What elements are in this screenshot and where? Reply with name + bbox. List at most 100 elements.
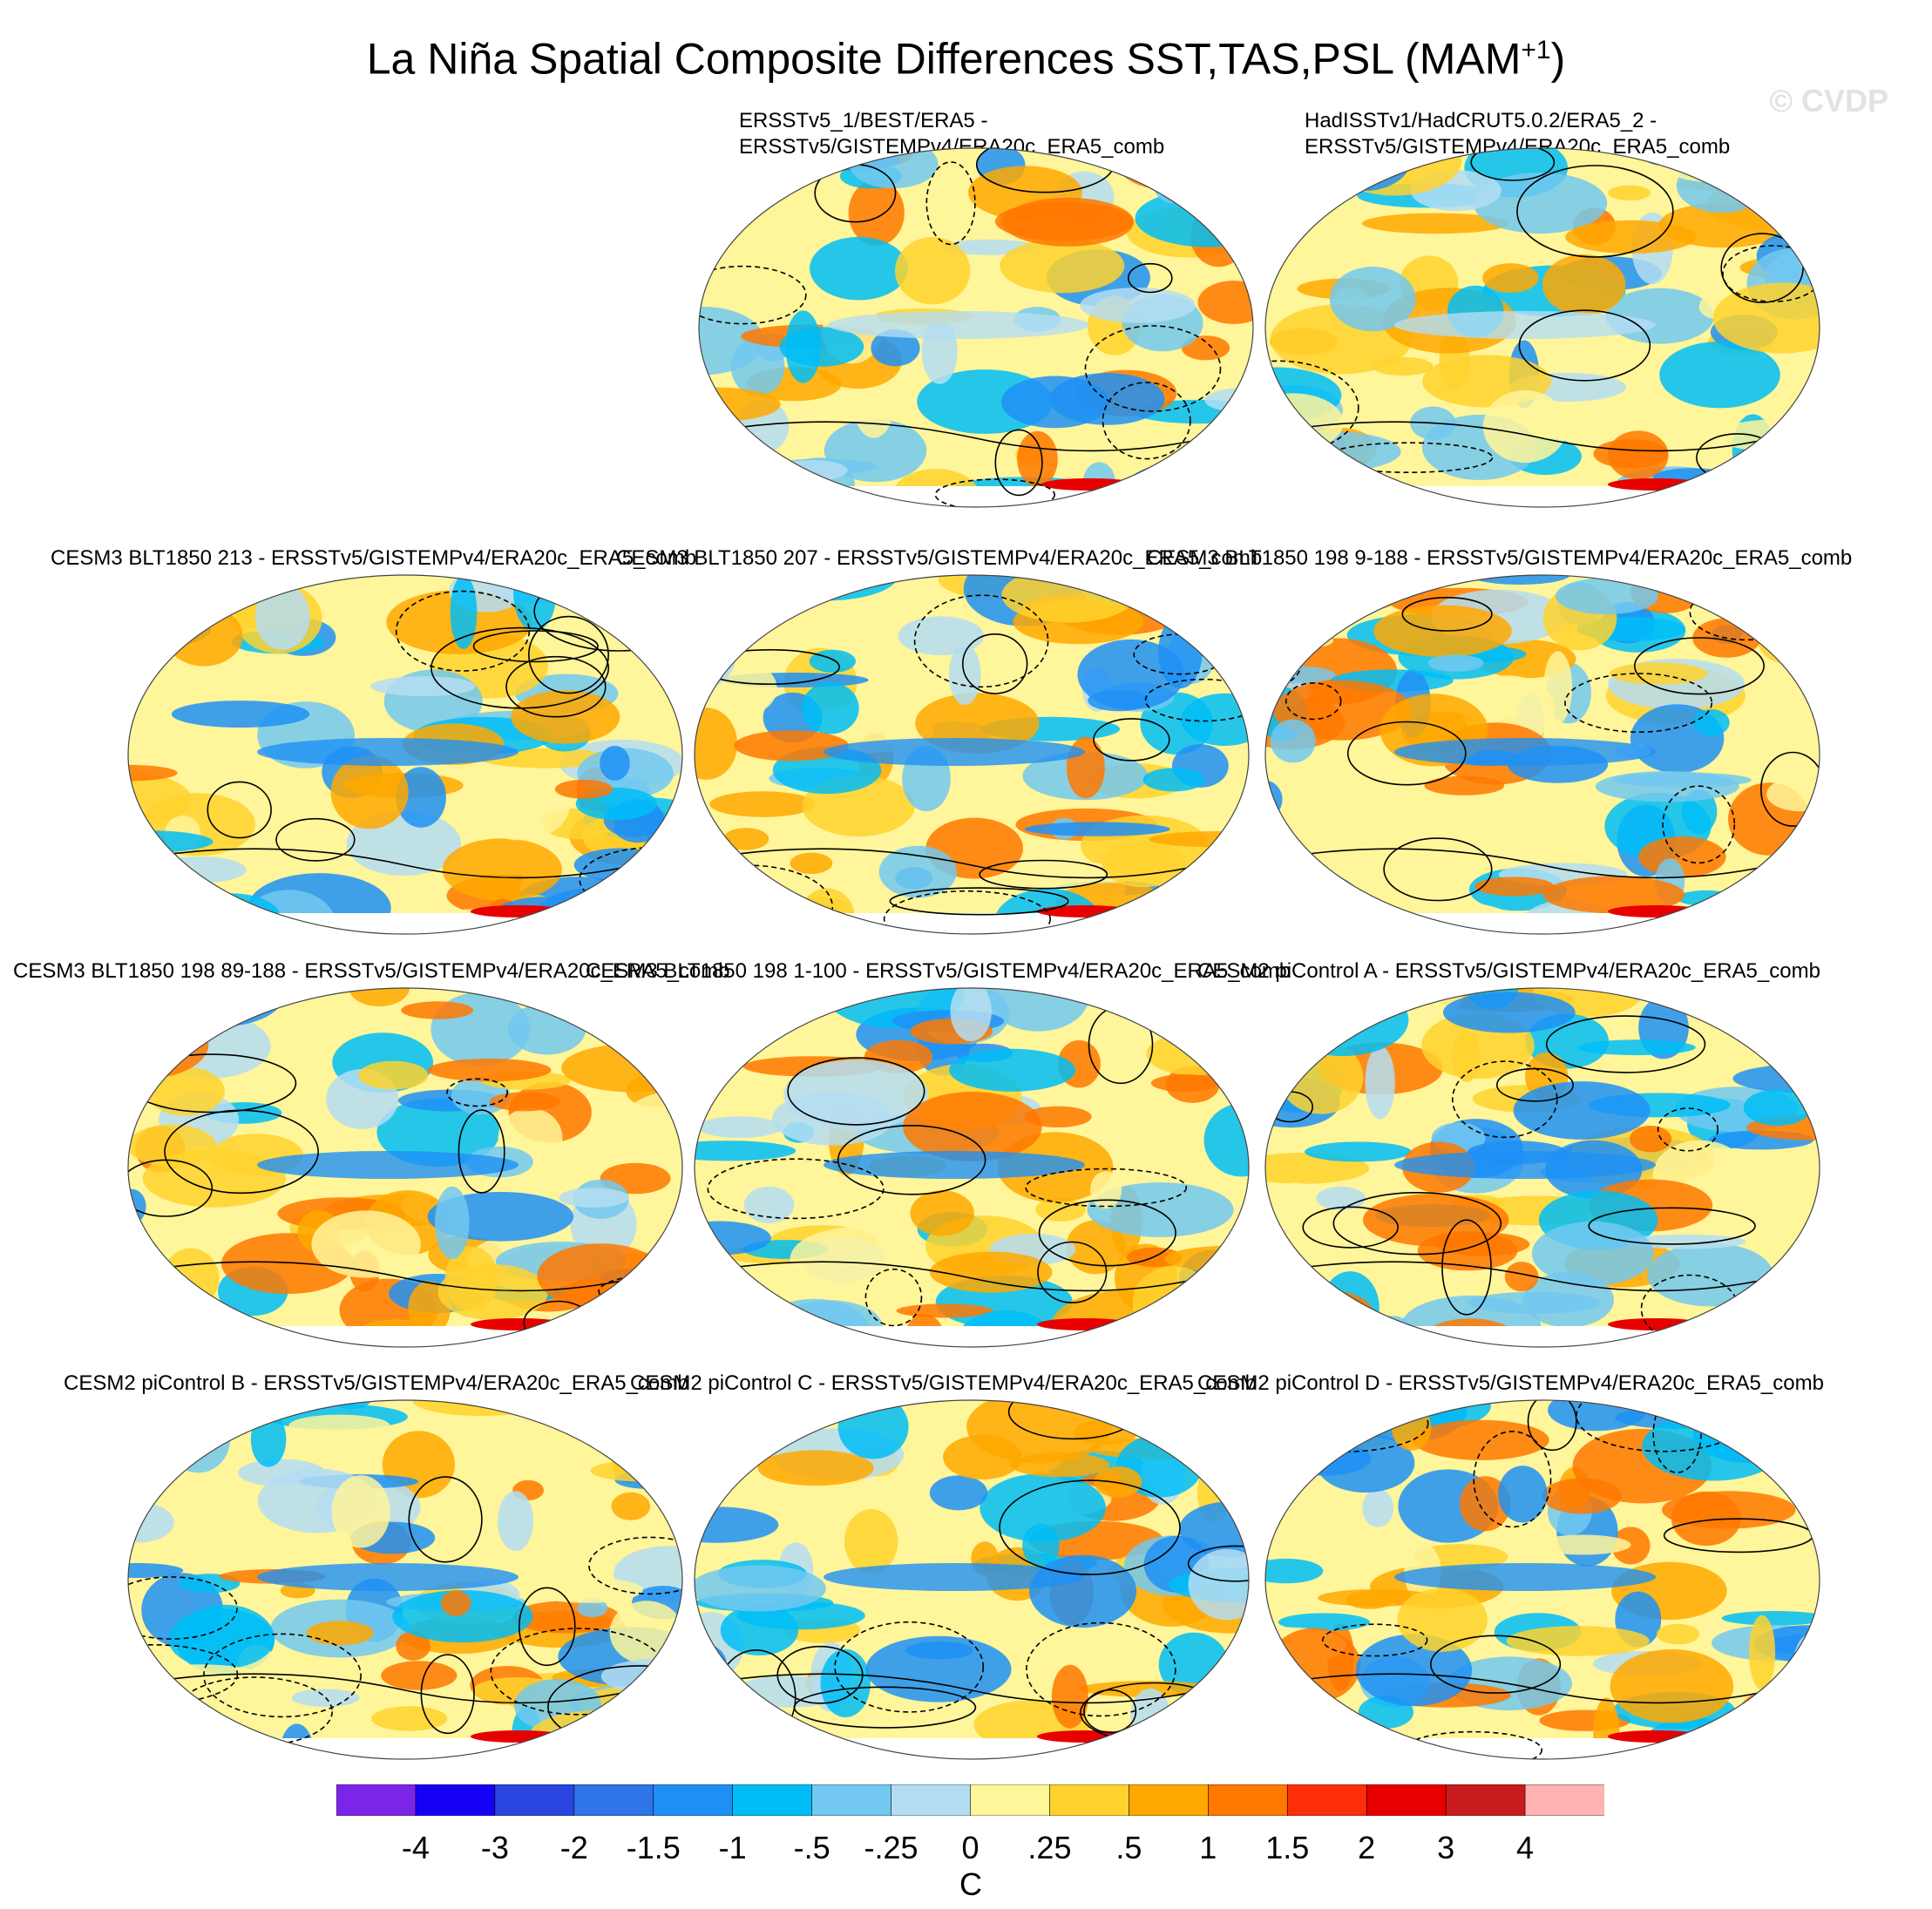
anomaly-blob <box>128 1563 184 1578</box>
psl-contour <box>1083 1689 1137 1734</box>
psl-contour <box>994 429 1043 497</box>
anomaly-blob <box>871 329 920 367</box>
anomaly-blob <box>1657 1623 1700 1645</box>
anomaly-blob <box>1659 342 1780 409</box>
anomaly-blob <box>1610 1648 1734 1723</box>
colorbar-box <box>732 1784 813 1816</box>
map-outline <box>1264 574 1820 935</box>
anomaly-blob <box>1555 578 1658 615</box>
anomaly-blob <box>1190 462 1221 507</box>
psl-contour <box>1516 165 1674 258</box>
panel-title-3: CESM3 BLT1850 213 - ERSSTv5/GISTEMPv4/ER… <box>51 546 697 570</box>
psl-contour <box>408 1476 483 1563</box>
anomaly-blob <box>715 662 777 714</box>
anomaly-blob <box>1608 185 1651 201</box>
anomaly-blob <box>896 1303 993 1318</box>
anomaly-blob <box>722 828 769 850</box>
anomaly-blob <box>1180 1310 1249 1347</box>
map-outline <box>1264 147 1820 508</box>
psl-contour <box>1038 1199 1176 1267</box>
anomaly-blob <box>809 649 856 674</box>
anomaly-blob <box>1460 1476 1511 1532</box>
anomaly-blob <box>705 148 796 172</box>
anomaly-blob <box>1692 709 1730 736</box>
map-panel-10 <box>694 1399 1250 1760</box>
anomaly-blob <box>130 1664 271 1698</box>
colorbar-box <box>1208 1784 1288 1816</box>
psl-contour <box>533 575 682 652</box>
equatorial-anomaly <box>257 1151 519 1179</box>
psl-contour <box>207 781 272 839</box>
equatorial-anomaly <box>1394 311 1656 339</box>
anomaly-blob <box>188 988 274 1005</box>
anomaly-blob <box>1763 988 1818 1039</box>
psl-contour <box>1025 1168 1188 1208</box>
colorbar-tick-label: 1.5 <box>1265 1830 1310 1865</box>
anomaly-blob <box>1531 1221 1654 1286</box>
colorbar-tick-label: -.25 <box>864 1830 919 1865</box>
anomaly-blob <box>784 897 855 934</box>
equatorial-anomaly <box>828 311 1089 339</box>
psl-contour <box>864 1268 923 1327</box>
psl-contour-zonal <box>1265 848 1820 879</box>
anomaly-blob <box>980 1473 1106 1542</box>
anomaly-blob <box>1090 1171 1122 1209</box>
psl-contour <box>518 1587 576 1667</box>
map-outline <box>698 147 1254 508</box>
anomaly-blob <box>1577 1039 1696 1056</box>
psl-contour <box>787 1057 925 1126</box>
antarctica-mask <box>1265 913 1820 934</box>
anomaly-blob <box>910 1190 974 1236</box>
anomaly-blob <box>1676 159 1768 213</box>
anomaly-blob <box>1265 903 1364 924</box>
anomaly-blob <box>442 838 562 901</box>
panel-title-7: CESM3 BLT1850 198 1-100 - ERSSTv5/GISTEM… <box>586 959 1291 983</box>
equatorial-anomaly <box>1394 738 1656 766</box>
anomaly-blob <box>1543 651 1573 724</box>
anomaly-blob <box>1029 1554 1137 1628</box>
psl-contour-zonal <box>128 1673 682 1704</box>
anomaly-blob <box>757 988 794 1028</box>
anomaly-blob <box>507 1003 586 1055</box>
anomaly-blob <box>559 1188 629 1208</box>
psl-contour <box>1152 1307 1249 1347</box>
anomaly-blob <box>376 1098 500 1167</box>
map-outline <box>127 1399 683 1760</box>
equatorial-anomaly <box>257 1563 519 1591</box>
psl-contour-zonal <box>695 1261 1249 1292</box>
anomaly-blob <box>1115 998 1160 1034</box>
anomaly-blob <box>440 1590 471 1616</box>
anomaly-blob <box>254 583 310 650</box>
psl-contour <box>1346 721 1467 786</box>
map-outline <box>694 1399 1250 1760</box>
anomaly-blob <box>1203 1103 1249 1177</box>
anomaly-blob <box>695 1736 745 1759</box>
antarctica-mask <box>128 913 682 934</box>
map-panel-3 <box>127 574 683 935</box>
psl-contour <box>979 859 1108 890</box>
map-panel-5 <box>1264 574 1820 935</box>
panel-title-11: CESM2 piControl D - ERSSTv5/GISTEMPv4/ER… <box>1197 1371 1824 1395</box>
anomaly-blob <box>1666 480 1776 503</box>
psl-contour <box>1430 1635 1562 1694</box>
anomaly-blob <box>577 1598 608 1618</box>
psl-contour-zonal <box>695 1673 1249 1704</box>
anomaly-blob <box>665 1717 682 1759</box>
anomaly-blob <box>1051 1664 1088 1729</box>
anomaly-blob <box>1629 1126 1672 1153</box>
psl-contour <box>128 1053 297 1114</box>
anomaly-blob <box>1786 1742 1820 1759</box>
anomaly-blob <box>1278 1442 1372 1476</box>
anomaly-blob <box>1095 917 1215 934</box>
antarctica-mask <box>695 1738 1249 1759</box>
anomaly-blob <box>743 1186 795 1223</box>
psl-contour <box>1441 1219 1492 1316</box>
anomaly-blob <box>699 148 809 196</box>
anomaly-blob <box>929 1475 988 1511</box>
anomaly-blob <box>1542 876 1685 914</box>
psl-contour <box>1187 1545 1249 1582</box>
psl-contour <box>128 1159 214 1217</box>
colorbar-box <box>811 1784 892 1816</box>
psl-contour <box>128 1576 238 1640</box>
anomaly-blob <box>1139 988 1219 1019</box>
